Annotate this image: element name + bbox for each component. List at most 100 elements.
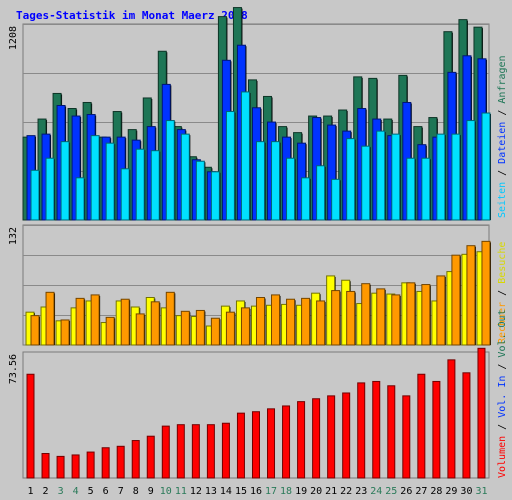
bar-seiten-day-16 (255, 141, 265, 221)
bar-volumen-day-26 (402, 395, 411, 479)
bar-volumen-day-5 (86, 451, 95, 479)
legend-entry: Vol. In (497, 376, 508, 418)
bar-seiten-day-27 (421, 157, 431, 221)
bar-seiten-day-22 (346, 138, 356, 221)
bar-rechner-day-22 (346, 290, 356, 346)
bar-rechner-day-8 (135, 313, 145, 346)
bar-rechner-day-26 (406, 282, 416, 346)
bar-rechner-day-31 (481, 240, 491, 346)
x-tick-label: 19 (295, 486, 307, 497)
y-max-label: 73.56 (8, 354, 19, 384)
x-tick-label: 12 (190, 486, 202, 497)
x-tick-label: 5 (88, 486, 94, 497)
bar-seiten-day-24 (376, 130, 386, 221)
bar-volumen-day-3 (56, 455, 65, 479)
bar-volumen-day-19 (297, 401, 306, 479)
bar-rechner-day-20 (316, 300, 326, 346)
bar-seiten-day-14 (225, 111, 235, 221)
bar-seiten-day-29 (451, 133, 461, 221)
bar-seiten-day-26 (406, 157, 416, 221)
legend-separator: / (497, 358, 508, 376)
x-tick-label: 13 (205, 486, 217, 497)
x-tick-label: 14 (220, 486, 232, 497)
bar-volumen-day-21 (327, 395, 336, 479)
legend-bottom: Volumen / Vol. In / Vol. Out (497, 309, 508, 478)
bar-volumen-day-2 (41, 453, 50, 479)
x-tick-label: 29 (445, 486, 457, 497)
bar-rechner-day-1 (30, 315, 40, 346)
legend-entry: Besuche (497, 242, 508, 284)
bar-volumen-day-13 (206, 424, 215, 479)
bar-volumen-day-7 (116, 445, 125, 479)
bar-volumen-day-29 (447, 359, 456, 479)
bar-seiten-day-28 (436, 133, 446, 221)
x-tick-label: 31 (475, 486, 487, 497)
bar-rechner-day-18 (286, 298, 296, 346)
bar-volumen-day-22 (342, 392, 351, 479)
bar-seiten-day-30 (466, 120, 476, 221)
bar-seiten-day-25 (391, 133, 401, 221)
bar-volumen-day-25 (387, 385, 396, 479)
bar-volumen-day-18 (282, 405, 291, 479)
legend-entry: Vol. Out (497, 309, 508, 357)
bar-seiten-day-19 (301, 177, 311, 221)
bar-rechner-day-23 (361, 283, 371, 346)
x-tick-label: 28 (430, 486, 442, 497)
bar-rechner-day-25 (391, 294, 401, 346)
bar-rechner-day-5 (90, 294, 100, 346)
bar-seiten-day-12 (195, 160, 205, 221)
bar-volumen-day-24 (372, 380, 381, 479)
bar-rechner-day-6 (105, 316, 115, 346)
x-tick-label: 17 (265, 486, 277, 497)
legend-entry: Anfragen (497, 55, 508, 103)
bar-seiten-day-3 (60, 141, 70, 221)
x-tick-label: 26 (400, 486, 412, 497)
bar-volumen-day-11 (176, 424, 185, 479)
bar-rechner-day-12 (195, 309, 205, 346)
bar-rechner-day-15 (240, 307, 250, 346)
bar-rechner-day-2 (45, 291, 55, 346)
legend-entry: Dateien (497, 122, 508, 164)
x-tick-label: 8 (133, 486, 139, 497)
bar-volumen-day-12 (191, 424, 200, 479)
bar-volumen-day-9 (146, 435, 155, 479)
bar-volumen-day-4 (71, 454, 80, 479)
x-tick-label: 7 (118, 486, 124, 497)
bar-volumen-day-28 (432, 380, 441, 479)
bar-volumen-day-10 (161, 425, 170, 479)
bar-volumen-day-14 (221, 422, 230, 479)
bar-seiten-day-7 (120, 168, 130, 221)
bar-volumen-day-6 (101, 447, 110, 479)
bar-rechner-day-27 (421, 284, 431, 346)
bar-seiten-day-15 (240, 91, 250, 221)
bar-seiten-day-8 (135, 148, 145, 221)
bar-rechner-day-17 (271, 294, 281, 346)
y-max-label: 1208 (8, 26, 19, 50)
bar-seiten-day-1 (30, 169, 40, 221)
x-tick-label: 25 (385, 486, 397, 497)
bar-rechner-day-14 (225, 311, 235, 346)
legend-separator: / (497, 164, 508, 182)
legend-entry: Volumen (497, 436, 508, 478)
bar-rechner-day-13 (210, 317, 220, 346)
bar-rechner-day-10 (165, 291, 175, 346)
bar-volumen-day-27 (417, 373, 426, 479)
bar-seiten-day-6 (105, 142, 115, 221)
x-tick-label: 4 (73, 486, 79, 497)
x-tick-label: 11 (175, 486, 187, 497)
legend-separator: / (497, 418, 508, 436)
x-tick-label: 21 (325, 486, 337, 497)
bar-volumen-day-17 (267, 408, 276, 479)
bar-rechner-day-7 (120, 298, 130, 346)
x-tick-label: 27 (415, 486, 427, 497)
bar-rechner-day-28 (436, 275, 446, 346)
x-tick-label: 24 (370, 486, 382, 497)
x-tick-label: 1 (28, 486, 34, 497)
bar-rechner-day-24 (376, 288, 386, 346)
bar-volumen-day-8 (131, 440, 140, 479)
bar-seiten-day-20 (316, 165, 326, 221)
x-tick-label: 3 (58, 486, 64, 497)
bar-seiten-day-9 (150, 150, 160, 221)
x-tick-label: 6 (103, 486, 109, 497)
x-tick-label: 23 (355, 486, 367, 497)
